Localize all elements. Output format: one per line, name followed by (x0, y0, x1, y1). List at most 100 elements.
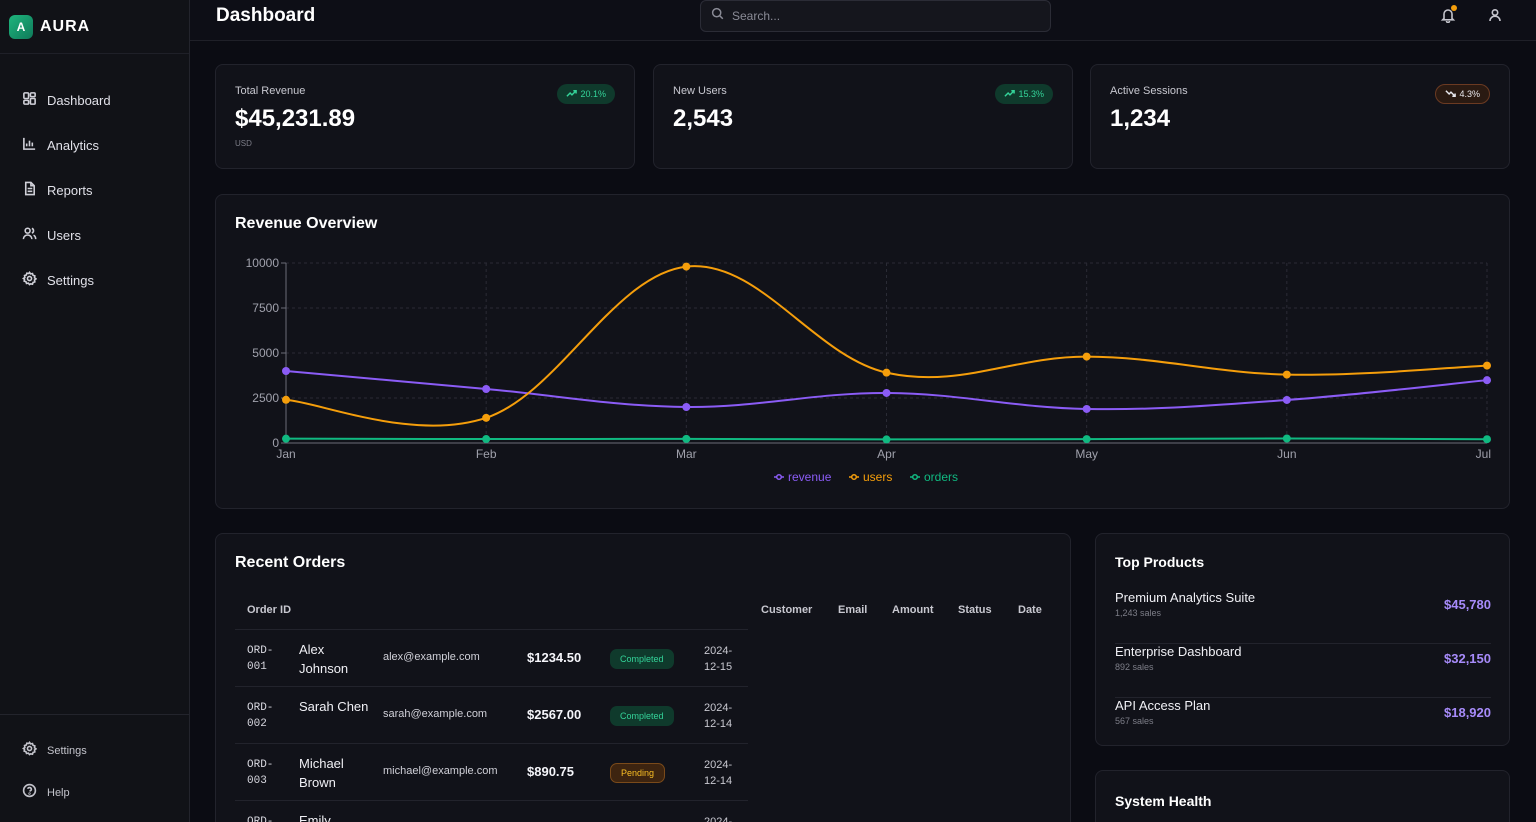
stat-label: Active Sessions (1110, 85, 1188, 97)
sidebar-item-label: Reports (47, 183, 93, 198)
sidebar-nav: Dashboard Analytics Reports Users Settin… (0, 54, 189, 303)
product-item[interactable]: Enterprise Dashboard 892 sales $32,150 (1115, 644, 1491, 698)
trend-value: 15.3% (1018, 89, 1044, 99)
column-header-status[interactable]: Status (958, 604, 992, 616)
legend-marker-users (850, 473, 858, 481)
product-revenue: $18,920 (1444, 705, 1491, 720)
legend-marker-orders (911, 473, 919, 481)
status-badge: Pending (610, 763, 666, 783)
order-id: ORD-001 (247, 645, 274, 673)
data-point-users (1282, 370, 1291, 379)
recent-orders-card: Recent Orders Order ID Customer Email Am… (215, 533, 1071, 822)
table-row[interactable]: ORD-001 Alex Johnson alex@example.com $1… (235, 629, 748, 686)
data-point-revenue (482, 385, 491, 393)
product-sales: 1,243 sales (1115, 608, 1162, 618)
x-tick-label: Feb (476, 447, 497, 461)
notifications-button[interactable] (1440, 5, 1458, 25)
top-products-card: Top Products Premium Analytics Suite 1,2… (1095, 533, 1510, 746)
order-customer: Emily (299, 813, 331, 822)
stat-card-active-sessions: Active Sessions 1,234 4.3% (1090, 64, 1510, 169)
sidebar: A AURA Dashboard Analytics Reports Users… (0, 0, 190, 822)
order-customer: Sarah Chen (299, 699, 369, 714)
data-point-users (682, 262, 691, 271)
column-header-date[interactable]: Date (1018, 604, 1042, 616)
sidebar-footer: Settings Help (0, 714, 190, 822)
search-box[interactable] (700, 0, 1051, 32)
sidebar-footer-label: Help (47, 787, 70, 799)
product-sales: 567 sales (1115, 716, 1154, 726)
order-date: 2024-12-15 (704, 645, 733, 673)
y-tick-label: 0 (272, 436, 279, 450)
topbar: Dashboard (190, 0, 1536, 41)
sidebar-item-dashboard[interactable]: Dashboard (0, 78, 189, 123)
data-point-revenue (1082, 404, 1091, 413)
data-point-orders (882, 435, 891, 444)
gear-icon (22, 270, 38, 291)
table-row[interactable]: ORD- Emily 2024- (235, 800, 748, 822)
order-email: michael@example.com (383, 765, 498, 777)
data-point-users (1483, 361, 1491, 370)
data-point-orders (482, 435, 491, 444)
page-title: Dashboard (216, 5, 316, 26)
product-revenue: $45,780 (1444, 597, 1491, 612)
sidebar-item-label: Analytics (47, 138, 100, 153)
legend-marker-revenue (775, 473, 783, 481)
sidebar-item-label: Users (47, 228, 81, 243)
trending-up-icon (566, 88, 578, 101)
stat-label: New Users (673, 85, 727, 97)
column-header-email[interactable]: Email (838, 604, 868, 616)
search-input[interactable] (732, 9, 1032, 23)
y-tick-label: 7500 (252, 301, 279, 315)
column-header-customer[interactable]: Customer (761, 604, 813, 616)
sidebar-item-settings[interactable]: Settings (0, 258, 189, 303)
order-date: 2024- (704, 816, 733, 822)
brand[interactable]: A AURA (0, 0, 189, 54)
column-header-order-id[interactable]: Order ID (247, 604, 292, 616)
trend-value: 4.3% (1459, 89, 1480, 99)
sidebar-footer-settings[interactable]: Settings (0, 730, 190, 772)
trending-up-icon (1004, 88, 1016, 101)
product-revenue: $32,150 (1444, 651, 1491, 666)
product-item[interactable]: API Access Plan 567 sales $18,920 (1115, 698, 1491, 752)
order-customer: Alex Johnson (299, 642, 349, 676)
sidebar-item-analytics[interactable]: Analytics (0, 123, 189, 168)
search-icon (711, 7, 724, 25)
stat-value: 2,543 (673, 105, 734, 132)
sidebar-footer-label: Settings (47, 745, 87, 757)
order-id: ORD-002 (247, 702, 274, 730)
stat-card-new-users: New Users 2,543 15.3% (653, 64, 1073, 169)
sidebar-footer-help[interactable]: Help (0, 772, 190, 814)
trend-badge: 4.3% (1435, 84, 1490, 104)
product-name: Enterprise Dashboard (1115, 644, 1242, 659)
order-email: alex@example.com (383, 651, 480, 663)
revenue-chart: 0 2500 5000 7500 10000 Jan Feb Mar Apr May Jun Jul r… (246, 256, 1491, 484)
legend-label-users: users (863, 470, 892, 484)
sidebar-item-users[interactable]: Users (0, 213, 189, 258)
column-header-amount[interactable]: Amount (892, 604, 934, 616)
stat-currency: USD (235, 139, 252, 148)
users-icon (22, 226, 37, 246)
brand-logo: A (9, 14, 33, 39)
stat-card-total-revenue: Total Revenue $45,231.89 USD 20.1% (215, 64, 635, 169)
order-id: ORD- (247, 816, 274, 822)
legend-label-revenue: revenue (788, 470, 832, 484)
sidebar-item-reports[interactable]: Reports (0, 168, 189, 213)
status-badge: Completed (610, 649, 674, 669)
data-point-orders (1082, 435, 1091, 444)
profile-button[interactable] (1487, 7, 1505, 25)
product-name: Premium Analytics Suite (1115, 590, 1256, 605)
trend-value: 20.1% (580, 89, 606, 99)
x-tick-label: Jun (1277, 447, 1296, 461)
table-row[interactable]: ORD-003 Michael Brown michael@example.co… (235, 743, 748, 800)
gear-icon (22, 741, 38, 761)
data-point-orders (1282, 434, 1291, 443)
y-tick-label: 5000 (252, 346, 279, 360)
data-point-revenue (1483, 376, 1491, 385)
trend-badge: 20.1% (557, 84, 615, 104)
table-row[interactable]: ORD-002 Sarah Chen sarah@example.com $25… (235, 686, 748, 743)
x-tick-label: Apr (877, 447, 896, 461)
product-item[interactable]: Premium Analytics Suite 1,243 sales $45,… (1115, 590, 1491, 644)
help-circle-icon (22, 783, 37, 803)
trend-badge: 15.3% (995, 84, 1053, 104)
data-point-orders (282, 434, 290, 443)
